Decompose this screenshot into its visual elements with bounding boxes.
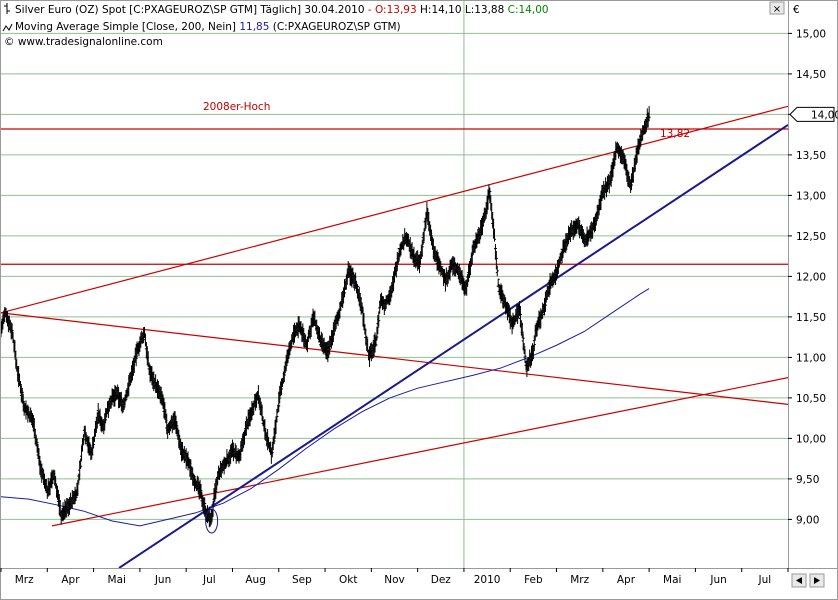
y-tick-label: 13,00 — [796, 190, 826, 202]
close-icon: × — [773, 4, 781, 15]
x-tick-label: Apr — [61, 574, 80, 586]
trend-line — [1, 105, 788, 314]
x-tick-label: Sep — [292, 574, 312, 586]
x-tick-label: Jul — [758, 574, 772, 586]
moving-average-icon — [2, 23, 13, 32]
y-tick-label: 9,00 — [796, 514, 819, 526]
y-tick-label: 13,50 — [796, 150, 826, 162]
x-tick-label: Jun — [709, 574, 726, 586]
x-tick-label: Nov — [384, 574, 405, 586]
chevron-right-icon — [814, 577, 820, 584]
y-tick-label: 10,50 — [796, 393, 826, 405]
y-tick-label: 15,00 — [796, 28, 826, 40]
price-series — [1, 106, 651, 528]
x-tick-label: Apr — [617, 574, 636, 586]
y-tick-label: 14,50 — [796, 69, 826, 81]
x-tick-label: Mrz — [15, 574, 34, 586]
x-tick-label: 2010 — [474, 574, 501, 586]
y-axis: 9,00 9,50 10,00 10,50 11,00 11,50 12,00 12,50 13… — [788, 28, 826, 526]
support-line — [118, 124, 788, 568]
x-tick-label: Jun — [154, 574, 171, 586]
x-tick-label: Mrz — [570, 574, 589, 586]
symbol-title: Silver Euro (OZ) Spot [C:PXAGEUROZ\SP GT… — [15, 4, 365, 16]
y-tick-label: 11,50 — [796, 312, 826, 324]
close-value: C:14,00 — [504, 4, 548, 16]
plot-area[interactable] — [0, 1, 788, 568]
header-line-1: Silver Euro (OZ) Spot [C:PXAGEUROZ\SP GT… — [15, 4, 549, 16]
close-panel-button[interactable]: × — [769, 1, 785, 15]
x-tick-label: Aug — [245, 574, 266, 586]
y-tick-label: 12,00 — [796, 271, 826, 283]
x-tick-label: Feb — [524, 574, 543, 586]
x-tick-label: Jul — [202, 574, 216, 586]
currency-label: € — [793, 4, 800, 16]
x-tick-label: Mai — [663, 574, 681, 586]
trend-line — [51, 377, 788, 527]
header: Silver Euro (OZ) Spot [C:PXAGEUROZ\SP GT… — [2, 3, 549, 48]
x-tick-label: Mai — [108, 574, 126, 586]
high-low-values: H:14,10 L:13,88 — [417, 4, 505, 16]
moving-average-path — [1, 288, 650, 527]
low-marker-ellipse — [205, 508, 219, 534]
drawing-lines — [1, 105, 788, 568]
x-axis: Mrz Apr Mai Jun Jul Aug Sep Okt Nov Dez 2010 Feb Mrz… — [0, 568, 789, 586]
chevron-left-icon — [796, 577, 802, 584]
y-tick-label: 9,50 — [796, 474, 819, 486]
x-tick-label: Okt — [339, 574, 357, 586]
ma-title: Moving Average Simple [Close, 200, Nein] — [15, 21, 236, 33]
last-price-label: 14,00 — [811, 109, 838, 121]
x-tick-label: Dez — [431, 574, 452, 586]
last-price-marker: 14,00 — [789, 106, 838, 122]
open-value: - O:13,93 — [365, 4, 417, 16]
ma-value: 11,85 — [236, 21, 269, 33]
copyright-text: © www.tradesignalonline.com — [4, 36, 163, 48]
header-line-2: Moving Average Simple [Close, 200, Nein]… — [15, 21, 401, 33]
annotation-2008-high: 2008er-Hoch — [203, 101, 270, 113]
trend-line — [1, 312, 788, 405]
annotation-level-label: 13,82 — [660, 128, 690, 140]
y-tick-label: 10,00 — [796, 433, 826, 445]
y-tick-label: 11,00 — [796, 352, 826, 364]
markers — [205, 508, 219, 534]
scroll-right-button[interactable] — [809, 573, 825, 588]
moving-average-line — [1, 288, 650, 527]
price-chart-icon — [4, 3, 10, 14]
scroll-left-button[interactable] — [791, 573, 807, 588]
ma-source: (C:PXAGEUROZ\SP GTM) — [269, 21, 400, 33]
y-tick-label: 12,50 — [796, 231, 826, 243]
